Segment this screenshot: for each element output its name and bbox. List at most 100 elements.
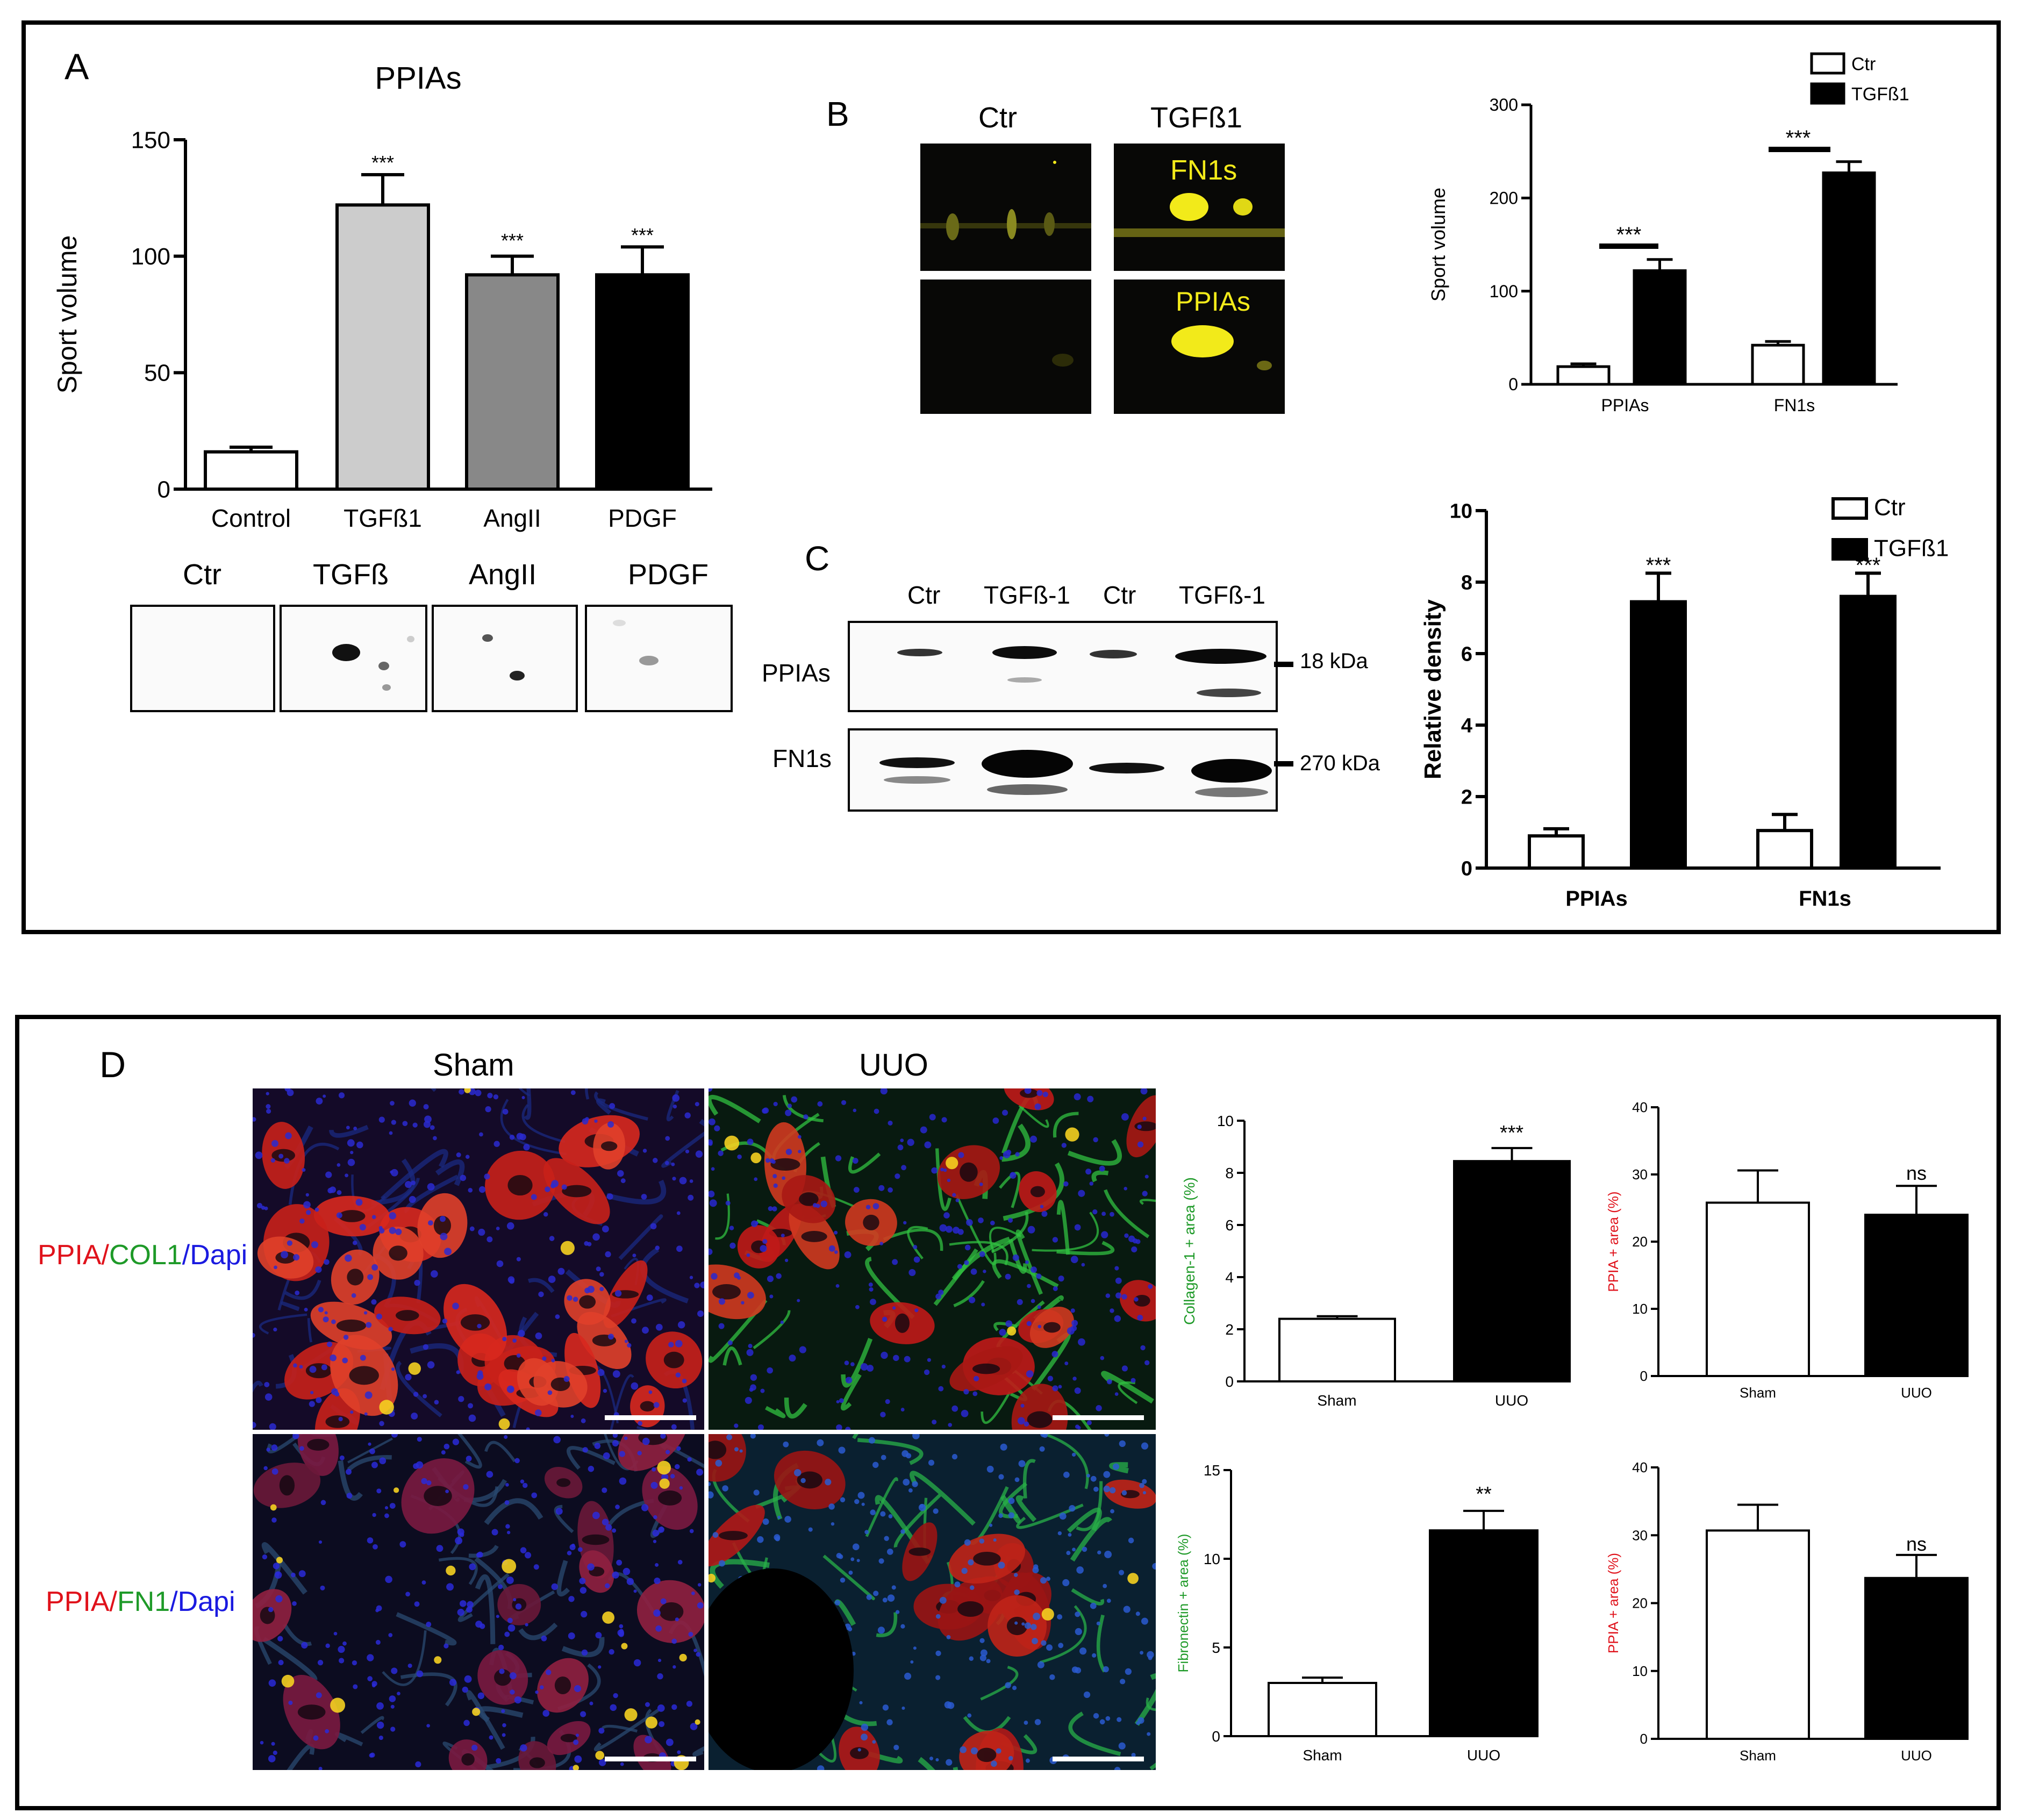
y-tick-label: 8 bbox=[1461, 571, 1472, 594]
nucleus bbox=[385, 1575, 392, 1583]
nucleus bbox=[709, 1491, 714, 1499]
nucleus bbox=[1042, 1091, 1048, 1098]
nucleus bbox=[428, 1220, 433, 1226]
nucleus bbox=[844, 1360, 849, 1365]
nucleus bbox=[346, 1468, 352, 1475]
nucleus bbox=[957, 1264, 963, 1269]
nucleus bbox=[980, 1649, 988, 1657]
nucleus bbox=[882, 1316, 888, 1322]
nucleus bbox=[769, 1294, 774, 1299]
nucleus bbox=[388, 1327, 393, 1332]
tubule-lumen bbox=[556, 1478, 571, 1487]
colocalization-spot bbox=[946, 1157, 958, 1170]
nucleus bbox=[641, 1194, 647, 1200]
nucleus bbox=[427, 1183, 435, 1191]
gel-b-ctr-top bbox=[920, 144, 1091, 271]
wb-marker-ticks bbox=[1274, 662, 1293, 766]
nucleus bbox=[440, 1233, 448, 1241]
nucleus bbox=[886, 1549, 893, 1555]
nucleus bbox=[668, 1342, 674, 1348]
nucleus bbox=[904, 1672, 912, 1680]
y-axis-label: Relative density bbox=[1420, 599, 1446, 779]
nucleus bbox=[405, 1374, 412, 1381]
nucleus bbox=[671, 1638, 677, 1644]
nucleus bbox=[872, 1740, 876, 1744]
nucleus bbox=[772, 1174, 777, 1179]
tissue-fiber bbox=[1146, 1697, 1156, 1711]
nucleus bbox=[868, 1282, 873, 1287]
nucleus bbox=[1008, 1217, 1013, 1223]
tissue-fiber bbox=[556, 1560, 570, 1597]
nucleus bbox=[271, 1517, 277, 1523]
nucleus bbox=[672, 1177, 676, 1181]
nucleus bbox=[1031, 1266, 1037, 1273]
nucleus bbox=[433, 1136, 437, 1141]
tubule-lumen bbox=[709, 1441, 727, 1459]
nucleus bbox=[1040, 1205, 1044, 1209]
nucleus bbox=[912, 1481, 918, 1487]
tubule-lumen bbox=[801, 1231, 827, 1242]
tissue-fiber bbox=[910, 1471, 976, 1526]
micro-row-label-col1: PPIA/COL1/Dapi bbox=[38, 1239, 247, 1271]
nucleus bbox=[376, 1488, 382, 1494]
nucleus bbox=[1072, 1377, 1077, 1381]
nucleus bbox=[1085, 1169, 1092, 1175]
nucleus bbox=[577, 1547, 583, 1552]
nucleus bbox=[848, 1626, 853, 1632]
nucleus bbox=[689, 1179, 693, 1183]
nucleus bbox=[1140, 1088, 1148, 1095]
nucleus bbox=[540, 1685, 544, 1689]
nucleus bbox=[310, 1391, 314, 1394]
nucleus bbox=[262, 1554, 268, 1560]
nucleus bbox=[941, 1117, 947, 1123]
nucleus bbox=[880, 1088, 888, 1095]
micro-uuo-fn1-texture bbox=[709, 1434, 1156, 1770]
nucleus bbox=[694, 1282, 700, 1288]
nucleus bbox=[423, 1344, 429, 1350]
nucleus bbox=[264, 1381, 270, 1387]
nucleus bbox=[772, 1206, 777, 1212]
tissue-fiber bbox=[442, 1742, 479, 1770]
y-tick-label: 15 bbox=[1204, 1462, 1220, 1479]
legend-label: Ctr bbox=[1874, 495, 1906, 521]
nucleus bbox=[506, 1577, 514, 1584]
significance-label: *** bbox=[371, 152, 394, 174]
nucleus bbox=[913, 1256, 920, 1263]
nucleus bbox=[828, 1503, 835, 1510]
nucleus bbox=[1148, 1284, 1153, 1289]
nucleus bbox=[384, 1513, 389, 1518]
tissue-fiber bbox=[692, 1746, 704, 1757]
nucleus bbox=[1063, 1181, 1069, 1187]
nucleus bbox=[941, 1364, 946, 1369]
nucleus bbox=[287, 1240, 293, 1246]
tissue-fiber bbox=[261, 1542, 307, 1595]
nucleus bbox=[587, 1563, 595, 1571]
nucleus bbox=[292, 1601, 297, 1606]
tissue-fiber bbox=[993, 1322, 1018, 1331]
nucleus bbox=[1074, 1387, 1081, 1394]
nucleus bbox=[947, 1178, 951, 1183]
nucleus bbox=[857, 1492, 865, 1499]
nucleus bbox=[1057, 1614, 1063, 1620]
y-tick-label: 30 bbox=[1632, 1527, 1648, 1543]
nucleus bbox=[496, 1758, 502, 1764]
nucleus bbox=[1121, 1294, 1127, 1300]
nucleus bbox=[1039, 1446, 1045, 1452]
nucleus bbox=[1104, 1434, 1110, 1437]
nucleus bbox=[463, 1484, 469, 1490]
nucleus bbox=[665, 1136, 670, 1141]
nucleus bbox=[323, 1094, 326, 1098]
colocalization-spot bbox=[679, 1653, 687, 1662]
nucleus bbox=[655, 1563, 659, 1567]
nucleus bbox=[302, 1168, 306, 1172]
tissue-fiber bbox=[284, 1279, 321, 1300]
micro-sham-fn1 bbox=[253, 1434, 704, 1770]
tissue-fiber bbox=[1096, 1614, 1106, 1673]
nucleus bbox=[608, 1334, 614, 1340]
nucleus bbox=[797, 1299, 800, 1302]
nucleus bbox=[468, 1188, 473, 1193]
colocalization-spot bbox=[1065, 1127, 1079, 1142]
nucleus bbox=[964, 1244, 971, 1251]
nucleus bbox=[1147, 1732, 1151, 1736]
tissue-fiber bbox=[1018, 1105, 1049, 1128]
